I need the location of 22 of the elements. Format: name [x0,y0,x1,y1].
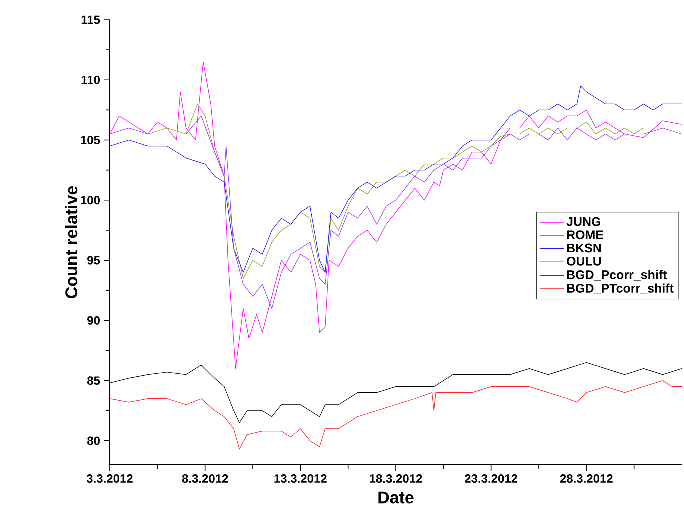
x-tick-label: 28.3.2012 [560,474,613,484]
legend-label: ROME [567,230,604,240]
x-axis-title: Date [378,492,414,504]
x-tick-label: 8.3.2012 [182,474,228,484]
legend-label: BKSN [567,244,602,253]
y-tick-label: 95 [88,256,100,265]
y-tick-label: 105 [81,136,100,145]
legend-label: OULU [567,257,602,266]
x-tick-label: 3.3.2012 [86,474,133,484]
x-tick-label: 18.3.2012 [370,474,422,484]
x-tick-label: 23.3.2012 [465,474,518,484]
x-tick-label: 13.3.2012 [274,474,327,484]
y-tick-label: 110 [82,76,100,84]
y-tick-label: 90 [88,316,100,325]
y-tick-label: 100 [81,196,100,205]
y-tick-label: 115 [82,16,100,24]
y-axis-title: Count relative [65,186,78,298]
y-tick-label: 80 [88,436,100,446]
legend-label: JUNG [566,217,600,226]
legend-label: BGD_PTcorr_shift [567,284,674,294]
legend-label: BGD_Pcorr_shift [567,270,668,281]
y-tick-label: 85 [88,376,100,386]
